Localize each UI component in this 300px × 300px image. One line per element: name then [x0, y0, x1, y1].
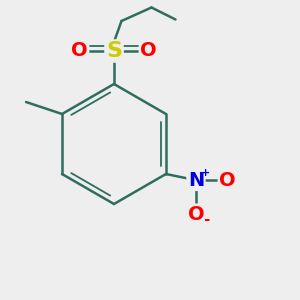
Text: S: S	[106, 41, 122, 61]
Text: O: O	[140, 41, 157, 61]
Text: O: O	[188, 205, 204, 224]
Text: O: O	[71, 41, 88, 61]
Text: N: N	[188, 170, 204, 190]
Text: -: -	[203, 212, 209, 227]
Text: +: +	[201, 168, 210, 178]
Text: O: O	[219, 170, 236, 190]
